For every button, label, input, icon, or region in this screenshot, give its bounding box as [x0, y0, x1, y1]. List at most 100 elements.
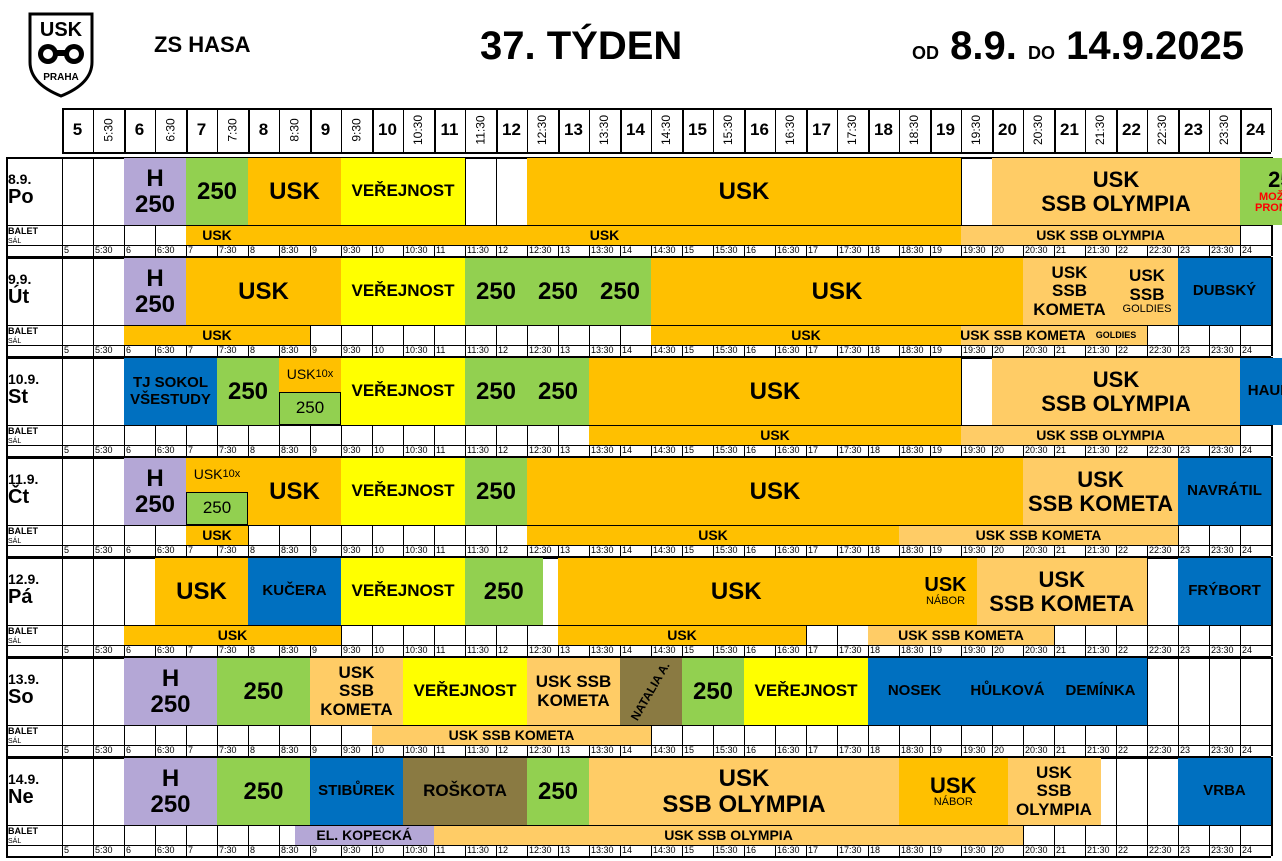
booking-block[interactable]: H 250 — [124, 458, 186, 525]
balet-block[interactable]: GOLDIES — [1085, 326, 1147, 345]
booking-block[interactable]: 250 — [465, 258, 527, 325]
grid-line — [6, 357, 8, 456]
booking-block[interactable]: 250MOŽNOSTPRONÁJMU — [1240, 158, 1282, 225]
booking-block[interactable]: DEMÍNKA — [1054, 658, 1147, 725]
booking-block[interactable]: HAUMANA — [1240, 358, 1282, 425]
balet-block[interactable]: USK — [186, 526, 248, 545]
booking-block[interactable]: USK 10x 250 — [279, 358, 341, 425]
booking-block[interactable]: TJ SOKOL VŠESTUDY — [124, 358, 217, 425]
booking-block[interactable]: 250 — [589, 258, 651, 325]
tick-label: 12:30 — [529, 245, 552, 255]
booking-block[interactable]: USK 10x 250 — [186, 458, 248, 525]
booking-block[interactable]: USK — [186, 258, 341, 325]
booking-block[interactable]: VEŘEJNOST — [341, 358, 465, 425]
balet-block[interactable]: USK — [527, 526, 899, 545]
booking-block[interactable]: USK SSB KOMETA — [310, 658, 403, 725]
balet-block[interactable]: USK — [186, 226, 248, 245]
grid-line — [930, 108, 932, 152]
booking-block[interactable]: USK — [558, 558, 915, 625]
balet-block[interactable]: USK SSB KOMETA — [372, 726, 651, 745]
tick-label: 5 — [64, 445, 70, 455]
booking-block[interactable]: 250 — [527, 358, 589, 425]
tick-label: 5:30 — [95, 445, 113, 455]
booking-block[interactable]: H 250 — [124, 658, 217, 725]
booking-block[interactable]: USK SSB OLYMPIA — [992, 158, 1240, 225]
tick-label: 12:30 — [529, 445, 552, 455]
booking-block[interactable]: 250 — [527, 258, 589, 325]
booking-block[interactable]: FRÝBORT — [1178, 558, 1271, 625]
booking-block[interactable]: 250 — [465, 558, 543, 625]
balet-block[interactable]: USK SSB KOMETA — [868, 626, 1054, 645]
booking-block[interactable]: USK SSB OLYMPIA — [1007, 758, 1101, 825]
booking-block[interactable]: VEŘEJNOST — [744, 658, 868, 725]
balet-block[interactable]: EL. KOPECKÁ — [294, 826, 434, 845]
booking-block[interactable]: USK SSB OLYMPIA — [992, 358, 1240, 425]
booking-block[interactable]: 250 — [527, 758, 589, 825]
booking-block[interactable]: VEŘEJNOST — [341, 258, 465, 325]
tick-label: 17 — [808, 245, 819, 255]
balet-block[interactable]: USK SSB KOMETA — [899, 526, 1178, 545]
booking-label: SSB KOMETA — [989, 590, 1135, 616]
booking-label: VEŘEJNOST — [351, 581, 455, 601]
booking-block[interactable]: USK — [651, 258, 1023, 325]
booking-block[interactable]: NAVRÁTIL — [1178, 458, 1271, 525]
booking-block[interactable]: USK SSB KOMETA — [976, 558, 1147, 625]
booking-block[interactable]: DUBSKÝ — [1178, 258, 1271, 325]
balet-block[interactable]: USK — [589, 426, 961, 445]
booking-block[interactable]: VEŘEJNOST — [341, 558, 465, 625]
balet-block[interactable]: USK — [124, 326, 310, 345]
booking-block[interactable]: USK SSB GOLDIES — [1116, 258, 1178, 325]
booking-block[interactable]: 250 — [186, 158, 248, 225]
booking-block[interactable]: USK — [248, 158, 341, 225]
balet-block[interactable]: USK — [558, 626, 806, 645]
grid-line — [93, 157, 94, 256]
booking-block[interactable]: STIBŮREK — [310, 758, 403, 825]
balet-block[interactable]: USK SSB OLYMPIA — [434, 826, 1023, 845]
balet-block[interactable]: USK — [124, 626, 341, 645]
booking-block[interactable]: USK — [248, 458, 341, 525]
booking-block[interactable]: H 250 — [124, 758, 217, 825]
booking-block[interactable]: VEŘEJNOST — [403, 658, 527, 725]
booking-block[interactable]: USK NÁBOR — [914, 558, 977, 625]
booking-label: 250 — [475, 477, 517, 505]
booking-block[interactable]: USK SSB KOMETA — [1023, 258, 1116, 325]
booking-block[interactable]: USK SSB OLYMPIA — [589, 758, 899, 825]
tick-label: 16:30 — [777, 745, 800, 755]
booking-block[interactable]: H 250 — [124, 258, 186, 325]
booking-block[interactable]: NOSEK — [868, 658, 961, 725]
booking-block[interactable]: USK — [527, 458, 1023, 525]
booking-block[interactable]: 250 — [682, 658, 744, 725]
booking-block[interactable]: USK — [589, 358, 961, 425]
grid-line — [124, 108, 126, 152]
booking-block[interactable]: USK — [527, 158, 961, 225]
booking-block[interactable]: KUČERA — [248, 558, 341, 625]
balet-block[interactable]: USK SSB KOMETA — [961, 326, 1085, 345]
time-header-9-30: 9:30 — [349, 118, 364, 142]
booking-block[interactable]: 250 — [465, 358, 527, 425]
booking-block[interactable]: NATALIA A. — [620, 658, 682, 725]
booking-block[interactable]: 250 — [465, 458, 527, 525]
booking-block[interactable]: H 250 — [124, 158, 186, 225]
tick-label: 19:30 — [963, 845, 986, 855]
balet-block[interactable]: USK SSB OLYMPIA — [961, 226, 1240, 245]
booking-block[interactable]: HŮLKOVÁ — [961, 658, 1054, 725]
tick-label: 17:30 — [839, 345, 862, 355]
booking-block[interactable]: USK SSB KOMETA — [1023, 458, 1178, 525]
balet-block[interactable]: USK — [248, 226, 961, 245]
booking-label: 250 — [150, 790, 191, 818]
tick-label: 10:30 — [405, 445, 428, 455]
booking-block[interactable]: USK — [155, 558, 248, 625]
booking-block[interactable]: 250 — [217, 758, 310, 825]
booking-label: USK — [1077, 466, 1124, 492]
booking-block[interactable]: USK NÁBOR — [899, 758, 1008, 825]
booking-block[interactable]: VEŘEJNOST — [341, 158, 465, 225]
balet-block[interactable]: USK — [651, 326, 961, 345]
booking-block[interactable]: 250 — [217, 358, 279, 425]
booking-block[interactable]: VRBA — [1178, 758, 1271, 825]
booking-block[interactable]: USK SSB KOMETA — [527, 658, 620, 725]
balet-block[interactable]: USK SSB OLYMPIA — [961, 426, 1240, 445]
booking-block[interactable]: ROŠKOTA — [403, 758, 527, 825]
booking-block[interactable]: VEŘEJNOST — [341, 458, 465, 525]
booking-block[interactable]: 250 — [217, 658, 310, 725]
tick-label: 19 — [932, 445, 943, 455]
